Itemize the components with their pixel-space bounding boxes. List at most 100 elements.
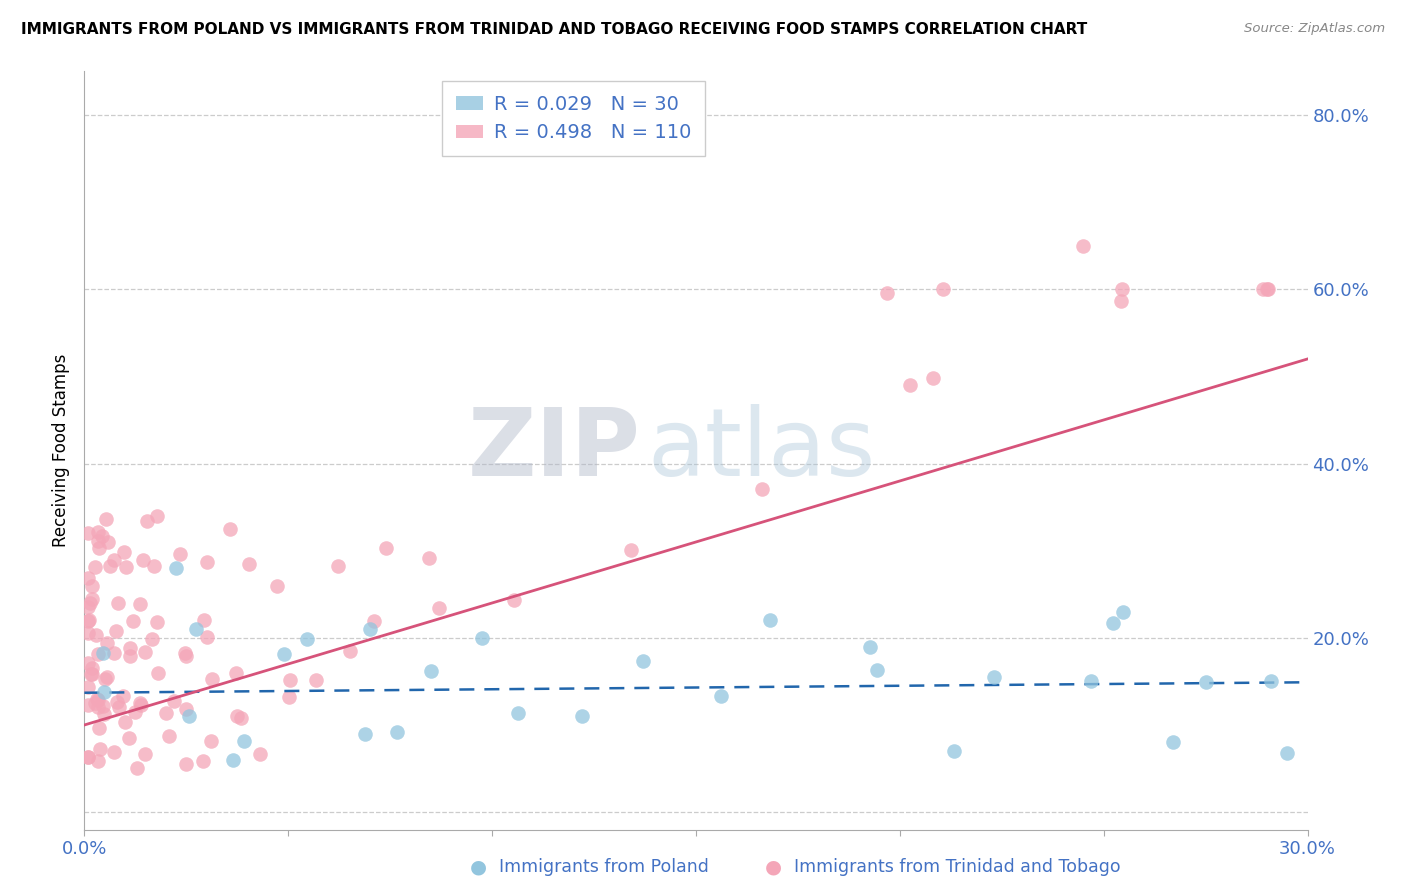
Point	[471, 631, 494, 645]
Point	[80, 591, 103, 606]
Point	[238, 557, 260, 571]
Point	[91, 698, 114, 713]
Point	[91, 646, 114, 660]
Point	[103, 553, 125, 567]
Point	[134, 645, 156, 659]
Point	[1256, 282, 1278, 296]
Point	[89, 742, 111, 756]
Point	[108, 700, 131, 714]
Point	[141, 632, 163, 647]
Point	[374, 541, 396, 555]
Point	[419, 665, 441, 679]
Point	[1102, 616, 1125, 631]
Point	[193, 754, 215, 768]
Point	[174, 648, 197, 663]
Point	[114, 559, 136, 574]
Point	[1073, 238, 1095, 252]
Point	[90, 529, 112, 543]
Point	[174, 757, 197, 772]
Point	[385, 725, 408, 739]
Point	[86, 628, 108, 642]
Point	[77, 599, 100, 614]
Point	[77, 698, 100, 712]
Point	[97, 535, 120, 549]
Point	[96, 670, 118, 684]
Point	[225, 709, 247, 723]
Text: ●: ●	[470, 857, 486, 877]
Point	[146, 665, 169, 680]
Point	[200, 734, 222, 748]
Text: ●: ●	[765, 857, 782, 877]
Point	[353, 727, 375, 741]
Point	[184, 622, 207, 636]
Point	[105, 695, 128, 709]
Point	[295, 632, 318, 647]
Point	[932, 282, 955, 296]
Point	[77, 625, 100, 640]
Point	[195, 555, 218, 569]
Point	[363, 614, 385, 628]
Point	[87, 754, 110, 768]
Point	[117, 731, 139, 745]
Point	[77, 526, 100, 541]
Point	[866, 663, 889, 677]
Point	[86, 692, 108, 706]
Y-axis label: Receiving Food Stamps: Receiving Food Stamps	[52, 354, 70, 547]
Point	[112, 690, 135, 704]
Point	[87, 721, 110, 735]
Text: Immigrants from Trinidad and Tobago: Immigrants from Trinidad and Tobago	[794, 858, 1121, 876]
Point	[633, 654, 655, 668]
Point	[77, 614, 100, 628]
Point	[169, 547, 191, 561]
Point	[143, 559, 166, 574]
Point	[86, 534, 108, 549]
Point	[1277, 746, 1299, 760]
Point	[1161, 735, 1184, 749]
Point	[94, 512, 117, 526]
Point	[125, 761, 148, 775]
Point	[619, 543, 641, 558]
Point	[118, 640, 141, 655]
Point	[758, 614, 780, 628]
Point	[1257, 282, 1279, 296]
Point	[229, 711, 252, 725]
Point	[77, 680, 100, 694]
Point	[165, 561, 187, 575]
Point	[124, 705, 146, 719]
Point	[105, 624, 128, 638]
Point	[134, 747, 156, 761]
Point	[876, 286, 898, 301]
Point	[193, 613, 215, 627]
Point	[1080, 674, 1102, 689]
Point	[571, 709, 593, 723]
Point	[418, 551, 440, 566]
Point	[77, 749, 100, 764]
Text: ZIP: ZIP	[468, 404, 641, 497]
Point	[249, 747, 271, 761]
Point	[506, 706, 529, 721]
Point	[96, 635, 118, 649]
Legend: R = 0.029   N = 30, R = 0.498   N = 110: R = 0.029 N = 30, R = 0.498 N = 110	[441, 81, 706, 156]
Point	[427, 601, 450, 615]
Text: Source: ZipAtlas.com: Source: ZipAtlas.com	[1244, 22, 1385, 36]
Point	[129, 698, 152, 712]
Point	[1112, 605, 1135, 619]
Text: IMMIGRANTS FROM POLAND VS IMMIGRANTS FROM TRINIDAD AND TOBAGO RECEIVING FOOD STA: IMMIGRANTS FROM POLAND VS IMMIGRANTS FRO…	[21, 22, 1087, 37]
Point	[93, 707, 115, 722]
Point	[983, 670, 1005, 684]
Point	[339, 644, 361, 658]
Point	[225, 665, 247, 680]
Point	[273, 647, 295, 661]
Point	[122, 614, 145, 628]
Point	[86, 700, 108, 714]
Point	[266, 579, 288, 593]
Point	[174, 646, 197, 660]
Point	[77, 571, 100, 585]
Point	[83, 560, 105, 574]
Point	[98, 558, 121, 573]
Point	[77, 656, 100, 670]
Point	[305, 673, 328, 687]
Point	[129, 696, 152, 710]
Point	[1111, 282, 1133, 296]
Point	[82, 661, 104, 675]
